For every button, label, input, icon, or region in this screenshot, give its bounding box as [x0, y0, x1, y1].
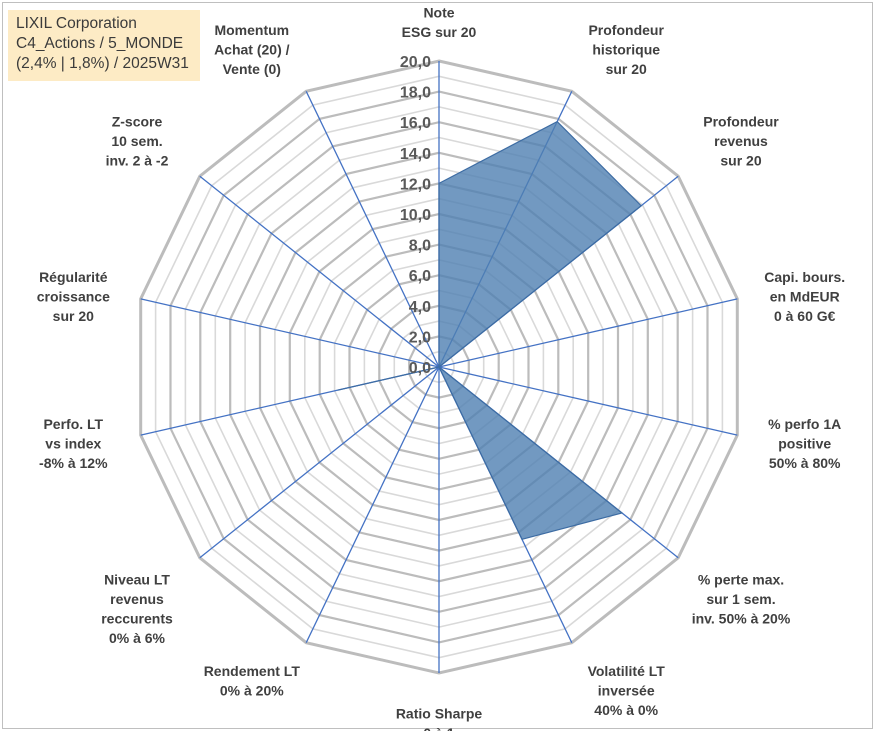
axis-label-line: % perte max.	[698, 571, 784, 587]
series-area	[337, 120, 643, 541]
axis-label-line: 10 sem.	[111, 133, 162, 149]
axis-label-line: Niveau LT	[104, 571, 170, 587]
axis-label-line: sur 20	[606, 61, 647, 77]
axis-label-line: en MdEUR	[770, 288, 840, 304]
axis-spoke	[438, 366, 738, 436]
axis-label: Profondeur revenus sur 20	[703, 113, 779, 168]
axis-label-line: Capi. bours.	[764, 269, 845, 285]
axis-label-line: 0 à 60 G€	[774, 308, 836, 324]
radar-axis-labels: Note ESG sur 20 Profondeur historique sur 20…	[37, 5, 845, 731]
axis-label: Régularité croissance sur 20	[37, 269, 110, 324]
axis-label-line: -8% à 12%	[39, 455, 108, 471]
axis-label-line: Vente (0)	[223, 61, 281, 77]
axis-label: Ratio Sharpe 0 à 1	[396, 706, 483, 731]
axis-label: % perte max. sur 1 sem. inv. 50% à 20%	[692, 571, 791, 626]
axis-label-line: historique	[592, 41, 660, 57]
tick-label: 20,0	[400, 54, 431, 71]
axis-label-line: Z-score	[112, 113, 163, 129]
axis-label-line: reccurents	[101, 610, 173, 626]
axis-label: Niveau LT revenus reccurents 0% à 6%	[101, 571, 173, 646]
axis-spoke	[199, 366, 440, 559]
info-box: LIXIL Corporation C4_Actions / 5_MONDE (…	[8, 10, 200, 81]
axis-label: Note ESG sur 20	[402, 5, 477, 41]
axis-label-line: Profondeur	[588, 22, 664, 38]
axis-label-line: 0% à 20%	[220, 682, 284, 698]
axis-spoke	[199, 175, 440, 368]
axis-label-line: 0 à 1	[423, 725, 454, 731]
axis-label-line: sur 20	[720, 152, 761, 168]
axis-label-line: ESG sur 20	[402, 24, 477, 40]
axis-label-line: % perfo 1A	[768, 416, 841, 432]
axis-label-line: sur 1 sem.	[706, 591, 775, 607]
axis-label: Profondeur historique sur 20	[588, 22, 664, 77]
axis-spoke	[140, 298, 440, 368]
axis-label-line: revenus	[714, 133, 768, 149]
axis-label-line: Volatilité LT	[588, 663, 666, 679]
axis-label-line: positive	[778, 435, 831, 451]
tick-label: 4,0	[409, 299, 431, 316]
tick-label: 0,0	[409, 360, 431, 377]
axis-label-line: Régularité	[39, 269, 108, 285]
axis-label-line: revenus	[110, 591, 164, 607]
period-label: (2,4% | 1,8%) / 2025W31	[16, 55, 189, 72]
axis-label: Z-score 10 sem. inv. 2 à -2	[106, 113, 169, 168]
axis-label: Momentum Achat (20) / Vente (0)	[214, 22, 290, 77]
axis-label: Capi. bours. en MdEUR 0 à 60 G€	[764, 269, 845, 324]
axis-label-line: Ratio Sharpe	[396, 706, 483, 722]
tick-label: 2,0	[409, 329, 431, 346]
axis-label: % perfo 1A positive 50% à 80%	[768, 416, 841, 471]
axis-label-line: 50% à 80%	[769, 455, 841, 471]
radar-series	[337, 120, 643, 541]
tick-label: 18,0	[400, 85, 431, 102]
axis-label-line: croissance	[37, 288, 110, 304]
axis-label-line: inv. 2 à -2	[106, 152, 169, 168]
axis-label-line: vs index	[45, 435, 101, 451]
axis-spoke	[305, 366, 440, 643]
axis-label-line: Profondeur	[703, 113, 779, 129]
axis-label: Volatilité LT inversée 40% à 0%	[588, 663, 666, 718]
tick-label: 10,0	[400, 207, 431, 224]
axis-label-line: 0% à 6%	[109, 630, 166, 646]
tick-label: 6,0	[409, 268, 431, 285]
axis-label-line: inv. 50% à 20%	[692, 610, 791, 626]
axis-label-line: Momentum	[214, 22, 289, 38]
axis-label-line: Note	[423, 5, 454, 21]
portfolio-label: C4_Actions / 5_MONDE	[16, 35, 184, 52]
company-name: LIXIL Corporation	[16, 15, 137, 32]
tick-label: 8,0	[409, 238, 431, 255]
axis-spoke	[305, 91, 440, 368]
axis-label-line: Rendement LT	[204, 663, 301, 679]
axis-label-line: sur 20	[53, 308, 94, 324]
axis-label: Perfo. LT vs index -8% à 12%	[39, 416, 108, 471]
radar-tick-labels: 0,0 2,0 4,0 6,0 8,0 10,0 12,0 14,0 16,0 18,0 20,0	[400, 54, 431, 377]
tick-label: 14,0	[400, 146, 431, 163]
axis-label-line: Perfo. LT	[43, 416, 103, 432]
axis-label: Rendement LT 0% à 20%	[204, 663, 301, 699]
axis-label-line: inversée	[598, 682, 655, 698]
axis-label-line: 40% à 0%	[594, 702, 658, 718]
axis-label-line: Achat (20) /	[214, 41, 290, 57]
axis-spoke	[438, 298, 738, 368]
tick-label: 12,0	[400, 176, 431, 193]
tick-label: 16,0	[400, 115, 431, 132]
